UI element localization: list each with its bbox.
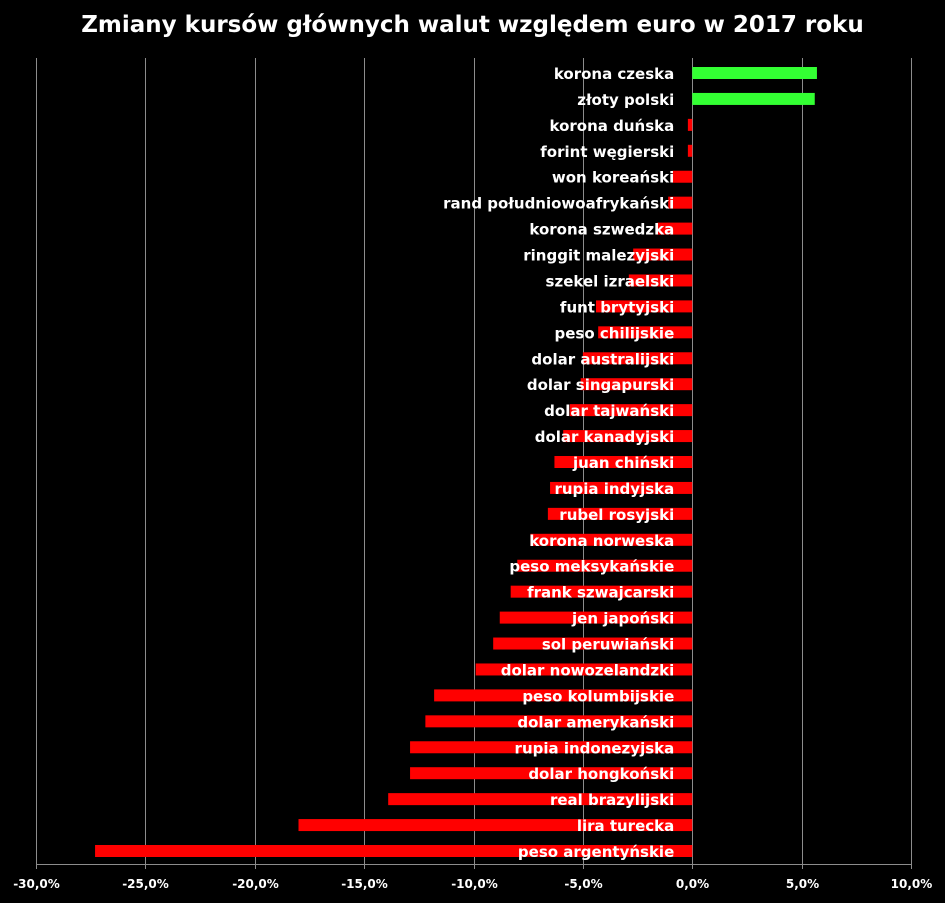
category-label: dolar tajwański (544, 402, 674, 420)
bar (598, 326, 693, 339)
category-label: korona duńska (550, 117, 675, 135)
category-label: korona norweska (529, 532, 674, 550)
category-label: rupia indyjska (554, 480, 674, 498)
bar (517, 559, 693, 572)
category-label: korona szwedzka (529, 221, 674, 239)
category-label: peso meksykańskie (509, 558, 674, 576)
category-label: złoty polski (577, 91, 674, 109)
category-label: forint węgierski (540, 143, 674, 161)
category-label: peso argentyńskie (518, 843, 674, 861)
category-label: juan chiński (572, 454, 674, 472)
bar (550, 481, 693, 494)
category-label: sol peruwiański (542, 636, 674, 654)
bar (633, 248, 693, 261)
category-label: peso chilijskie (555, 324, 675, 342)
category-label: korona czeska (554, 65, 674, 83)
bar (687, 144, 693, 157)
bar (668, 196, 693, 209)
category-label: won koreański (552, 169, 674, 187)
bar (657, 222, 693, 235)
bar (687, 118, 693, 131)
category-label: dolar singapurski (527, 376, 674, 394)
category-label: dolar australijski (531, 350, 674, 368)
bar (410, 767, 693, 780)
x-tick-label: -20,0% (232, 877, 279, 891)
category-label: dolar amerykański (517, 713, 674, 731)
bar (580, 378, 693, 391)
chart-title: Zmiany kursów głównych walut względem eu… (81, 12, 864, 38)
x-tick-label: 10,0% (891, 877, 933, 891)
bar (582, 352, 693, 365)
x-tick-label: 0,0% (676, 877, 709, 891)
bar (499, 611, 693, 624)
category-label: dolar kanadyjski (535, 428, 675, 446)
bar (95, 845, 693, 857)
bar (425, 715, 693, 728)
x-tick-label: 5,0% (786, 877, 819, 891)
x-tick-label: -25,0% (122, 877, 169, 891)
category-label: lira turecka (577, 817, 674, 835)
category-label: rand południowoafrykański (443, 195, 674, 213)
bar (410, 741, 693, 754)
category-label: jen japoński (571, 610, 674, 628)
category-label: ringgit malezyjski (523, 247, 674, 265)
bar (493, 637, 693, 650)
x-tick-label: -30,0% (13, 877, 60, 891)
bar (692, 92, 815, 105)
x-tick-label: -10,0% (451, 877, 498, 891)
bar (388, 793, 693, 806)
category-label: dolar nowozelandzki (501, 661, 675, 679)
bar (672, 170, 693, 183)
bar (596, 300, 693, 313)
category-label: real brazylijski (550, 791, 674, 809)
category-label: rupia indonezyjska (515, 739, 675, 757)
bar (547, 507, 693, 520)
bar (434, 689, 693, 702)
category-label: funt brytyjski (560, 298, 674, 316)
category-label: peso kolumbijskie (522, 687, 674, 705)
bar (569, 404, 693, 417)
category-label: szekel izraelski (546, 272, 675, 290)
bar (530, 533, 693, 546)
bar (298, 819, 693, 832)
bar (563, 430, 693, 443)
category-label: rubel rosyjski (559, 506, 674, 524)
bar (628, 274, 693, 287)
category-label: dolar hongkoński (528, 765, 674, 783)
bar (475, 663, 693, 676)
bar (692, 67, 817, 79)
x-tick-label: -15,0% (341, 877, 388, 891)
bar (510, 585, 693, 598)
x-tick-label: -5,0% (564, 877, 602, 891)
bar (554, 456, 693, 468)
category-label: frank szwajcarski (527, 584, 674, 602)
